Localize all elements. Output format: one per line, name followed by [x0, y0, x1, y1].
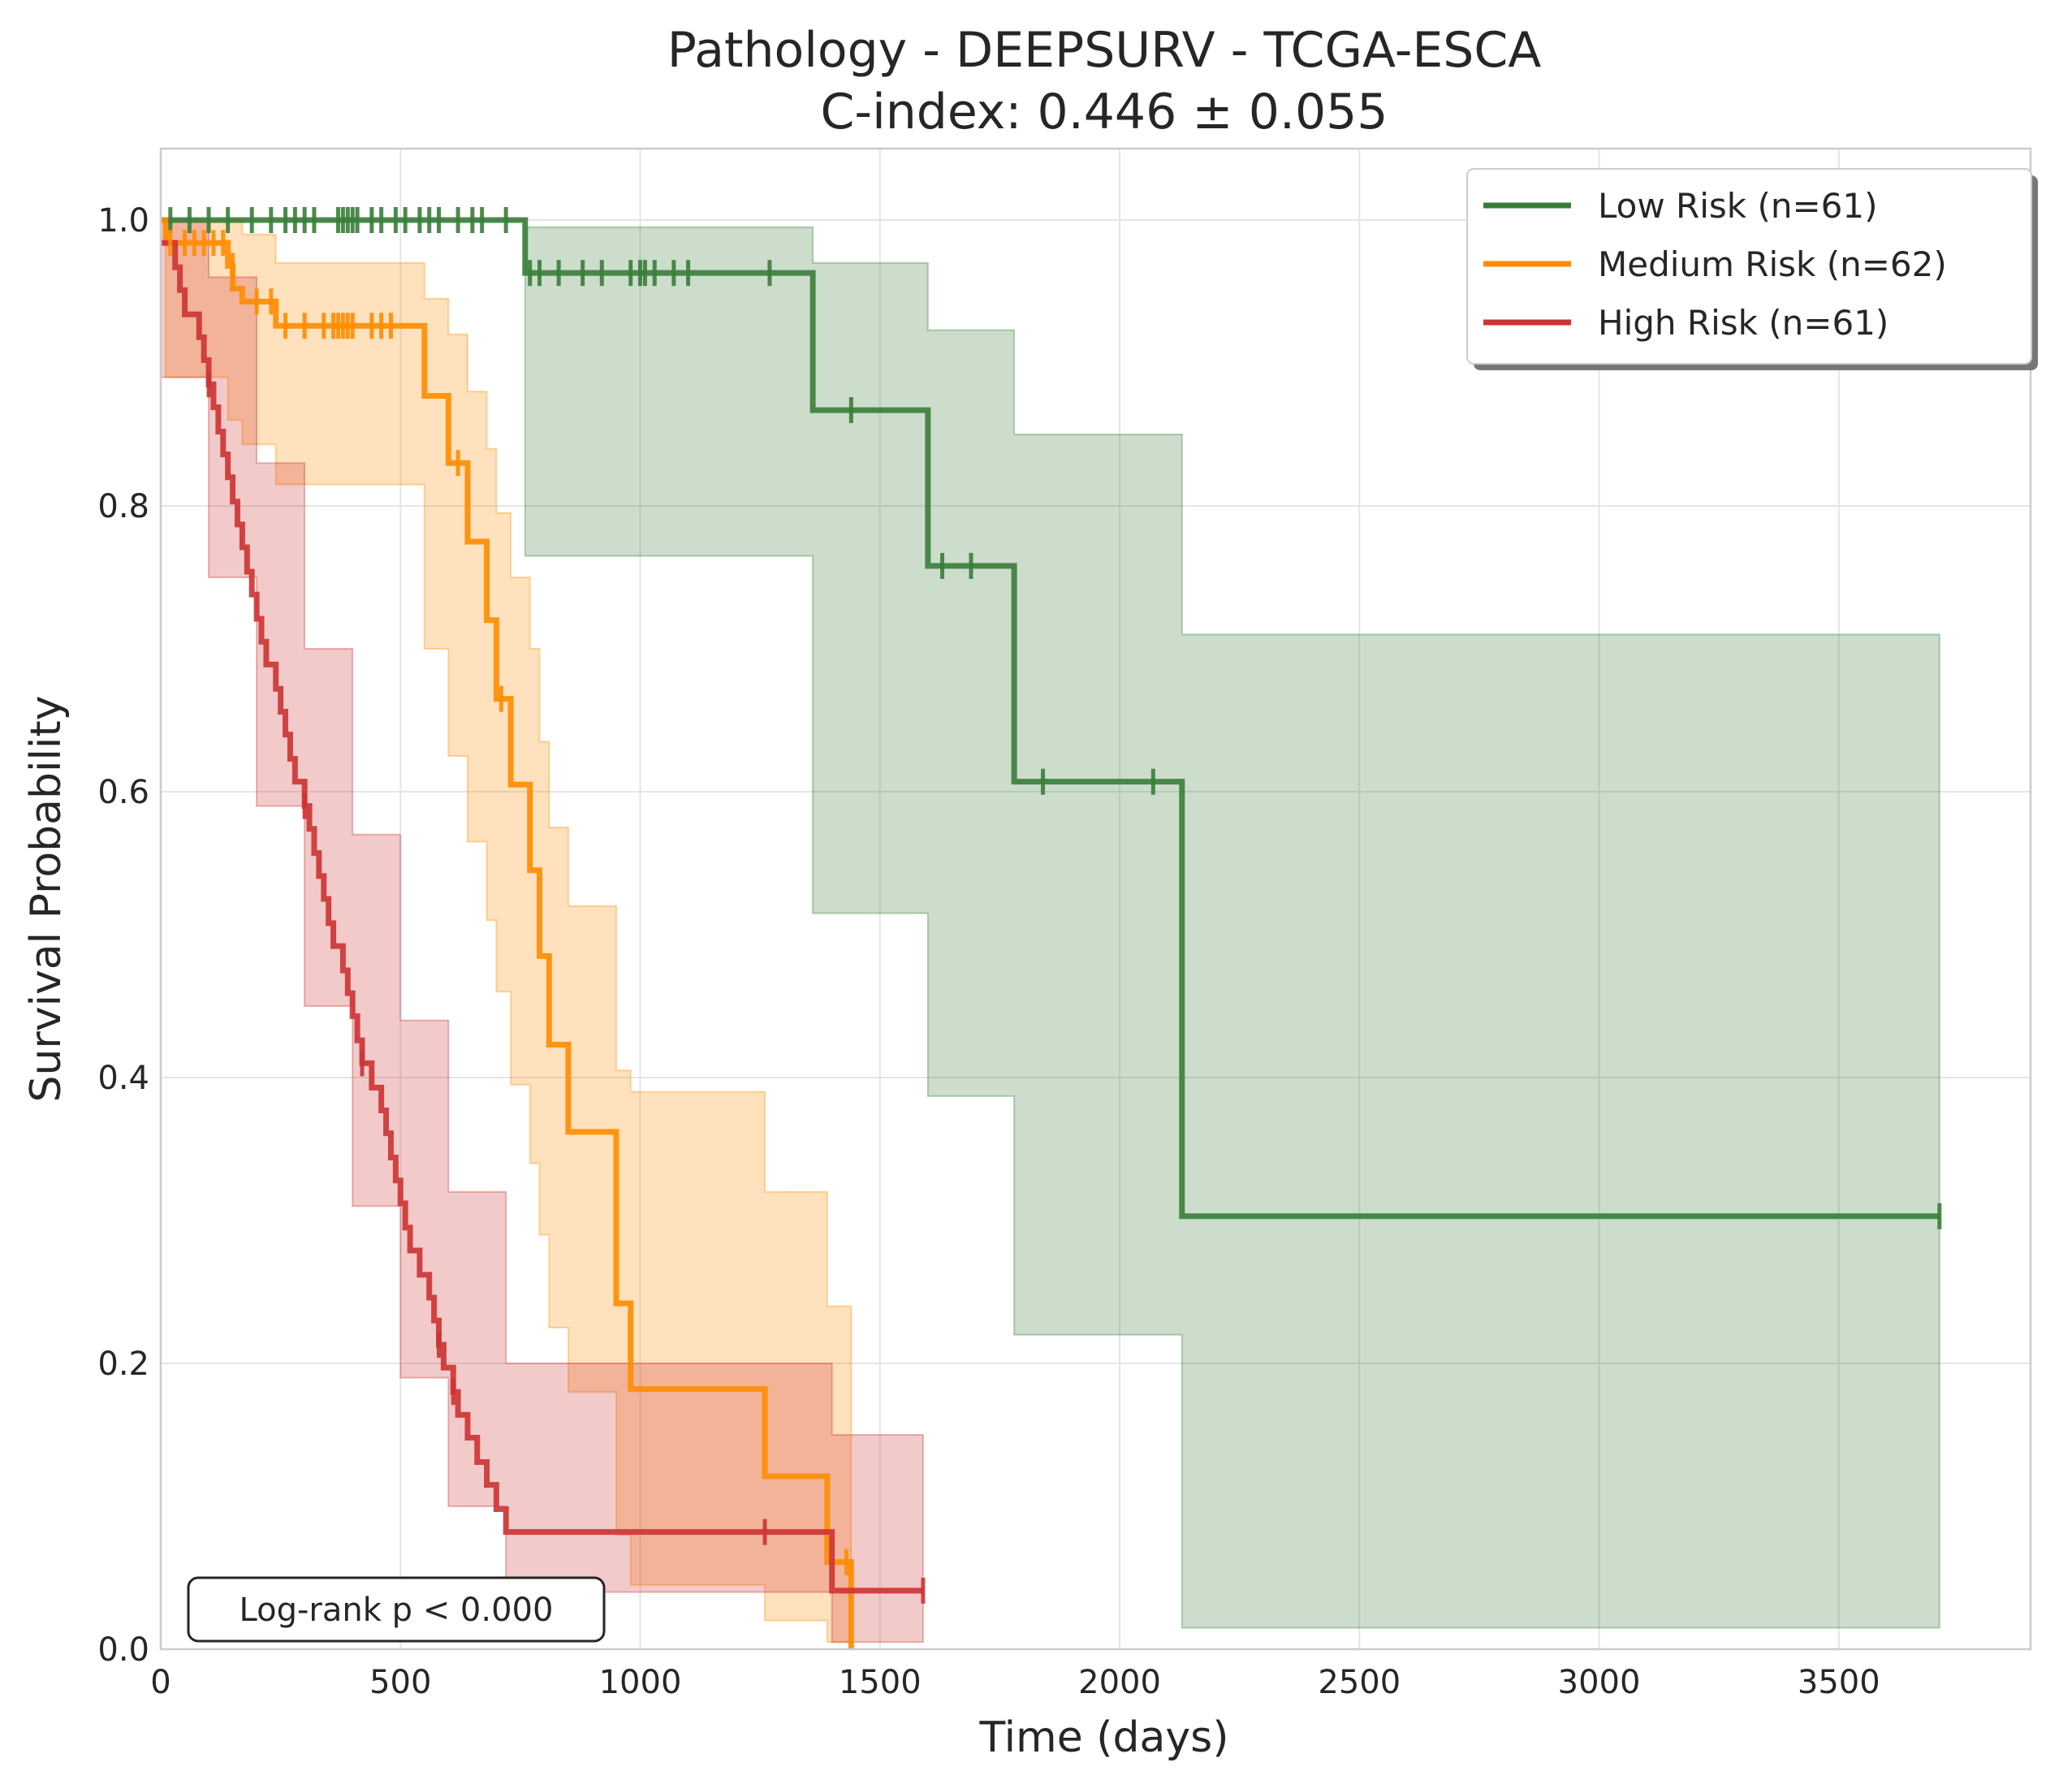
legend-box	[1466, 168, 2032, 365]
censor-marks	[168, 207, 1942, 1604]
ci-band-0	[161, 219, 1940, 1629]
annotation-text: Log-rank p < 0.000	[240, 1592, 554, 1629]
legend-label: Low Risk (n=61)	[1598, 186, 1878, 226]
y-axis-ticks: 0.0 0.2 0.4 0.6 0.8 1.0	[97, 202, 149, 1669]
legend: Low Risk (n=61) Medium Risk (n=62) High Ri…	[1466, 168, 2038, 370]
x-tick-label: 1000	[599, 1664, 682, 1701]
legend-label: Medium Risk (n=62)	[1598, 244, 1947, 284]
y-tick-label: 1.0	[97, 202, 149, 240]
x-tick-label: 2500	[1318, 1664, 1401, 1701]
confidence-bands	[160, 219, 1940, 1649]
y-tick-label: 0.6	[97, 774, 149, 811]
y-tick-label: 0.0	[97, 1631, 149, 1669]
x-axis-title: Time (days)	[978, 1713, 1228, 1762]
chart-subtitle: C-index: 0.446 ± 0.055	[821, 84, 1388, 140]
x-tick-label: 3500	[1798, 1664, 1880, 1701]
legend-items: Low Risk (n=61) Medium Risk (n=62) High Ri…	[1483, 186, 1947, 343]
legend-label: High Risk (n=61)	[1598, 303, 1889, 343]
y-tick-label: 0.4	[97, 1060, 149, 1097]
y-tick-label: 0.2	[97, 1346, 149, 1383]
chart-title: Pathology - DEEPSURV - TCGA-ESCA	[667, 22, 1542, 79]
plot-frame	[159, 147, 2032, 1651]
x-tick-label: 2000	[1078, 1664, 1161, 1701]
survival-curve-0	[161, 217, 1940, 1220]
x-axis-ticks: 0 500 1000 1500 2000 2500 3000 3500	[150, 1664, 1880, 1701]
x-tick-label: 3000	[1558, 1664, 1641, 1701]
x-tick-label: 0	[150, 1664, 171, 1701]
x-tick-label: 1500	[839, 1664, 922, 1701]
annotation-box	[187, 1576, 606, 1643]
y-tick-label: 0.8	[97, 488, 149, 525]
survival-curve-1	[161, 217, 854, 1649]
logrank-annotation: Log-rank p < 0.000	[187, 1576, 606, 1643]
x-tick-label: 500	[369, 1664, 431, 1701]
y-axis-title: Survival Probability	[22, 695, 71, 1102]
